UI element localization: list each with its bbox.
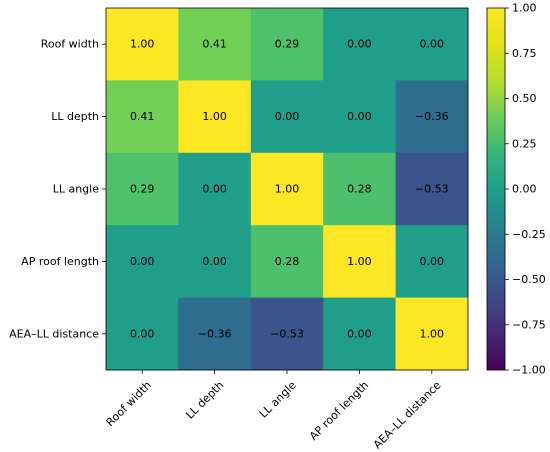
cell-value-label: 0.28 [275, 255, 300, 268]
cell-value-label: 0.00 [347, 110, 372, 123]
heatmap-cell [106, 152, 179, 226]
cell-value-label: 1.00 [275, 183, 300, 196]
column-tick-labels: Roof width LL depth LL angle AP roof length… [104, 370, 444, 451]
cell-value-label: −0.36 [415, 110, 449, 123]
cell-value-label: 0.00 [130, 255, 155, 268]
heatmap-cell [250, 225, 324, 298]
heatmap-cell [250, 297, 324, 371]
cell-value-label: 1.00 [420, 327, 445, 340]
heatmap-cell-labels: 1.00 0.41 0.29 0.00 0.00 0.41 1.00 0.00 0.00 −0.3… [130, 38, 449, 341]
heatmap-cell [323, 225, 396, 298]
cell-value-label: 0.00 [130, 327, 155, 340]
row-tick-label: Roof width [41, 38, 99, 51]
colorbar-tick-label: 0.50 [512, 92, 537, 105]
colorbar-ticks: 1.00 0.75 0.50 0.25 0.00 −0.25 −0.50 −0.75 −1.00 [505, 2, 546, 377]
heatmap-cell [178, 80, 252, 154]
colorbar-tick-label: −0.50 [512, 273, 546, 286]
cell-value-label: −0.53 [270, 327, 304, 340]
row-tick-label: AEA–LL distance [9, 327, 99, 340]
heatmap-cell [323, 297, 396, 371]
heatmap-cells [106, 8, 469, 371]
cell-value-label: 0.00 [275, 110, 300, 123]
colorbar-tick-label: −0.75 [512, 318, 546, 331]
cell-value-label: 1.00 [130, 38, 155, 51]
cell-value-label: 0.00 [420, 38, 445, 51]
row-tick-label: AP roof length [21, 255, 99, 268]
row-tick-label: LL depth [51, 110, 99, 123]
heatmap-cell [106, 297, 179, 371]
colorbar-tick-label: −1.00 [512, 364, 546, 377]
cell-value-label: 1.00 [202, 110, 227, 123]
cell-value-label: 0.29 [130, 183, 155, 196]
heatmap-cell [323, 152, 396, 226]
column-tick-label: AEA–LL distance [371, 378, 444, 451]
column-tick-label: Roof width [104, 379, 154, 429]
column-tick-label: LL depth [183, 379, 226, 422]
colorbar-tick-label: 0.00 [512, 183, 537, 196]
heatmap-cell [178, 225, 252, 298]
cell-value-label: 0.00 [202, 183, 227, 196]
cell-value-label: 0.00 [347, 327, 372, 340]
colorbar-tick-label: −0.25 [512, 228, 546, 241]
heatmap-cell [106, 80, 179, 154]
heatmap-cell [250, 152, 324, 226]
heatmap-cell [250, 80, 324, 154]
colorbar-tick-label: 0.25 [512, 137, 537, 150]
heatmap-cell [395, 152, 469, 226]
heatmap-frame [105, 7, 469, 371]
heatmap-cell [395, 80, 469, 154]
heatmap-cell [250, 8, 324, 81]
cell-value-label: 0.00 [420, 255, 445, 268]
cell-value-label: −0.36 [198, 327, 232, 340]
row-tick-labels: Roof width LL depth LL angle AP roof length… [9, 38, 106, 340]
cell-value-label: −0.53 [415, 183, 449, 196]
heatmap-cell [178, 8, 252, 81]
heatmap-cell [323, 80, 396, 154]
cell-value-label: 0.41 [202, 38, 227, 51]
colorbar-tick-label: 0.75 [512, 47, 537, 60]
cell-value-label: 0.00 [347, 38, 372, 51]
heatmap-cell [178, 297, 252, 371]
cell-value-label: 0.00 [202, 255, 227, 268]
colorbar [486, 7, 506, 371]
column-tick-label: LL angle [257, 378, 299, 420]
heatmap-cell [395, 297, 469, 371]
colorbar-tick-label: 1.00 [512, 2, 537, 15]
heatmap-cell [106, 8, 179, 81]
cell-value-label: 0.28 [347, 183, 372, 196]
cell-value-label: 1.00 [347, 255, 372, 268]
column-tick-label: AP roof length [307, 379, 371, 443]
heatmap-cell [106, 225, 179, 298]
heatmap-cell [178, 152, 252, 226]
row-tick-label: LL angle [53, 183, 100, 196]
heatmap-cell [323, 8, 396, 81]
heatmap-cell [395, 225, 469, 298]
heatmap-cell [395, 8, 469, 81]
cell-value-label: 0.29 [275, 38, 300, 51]
cell-value-label: 0.41 [130, 110, 155, 123]
